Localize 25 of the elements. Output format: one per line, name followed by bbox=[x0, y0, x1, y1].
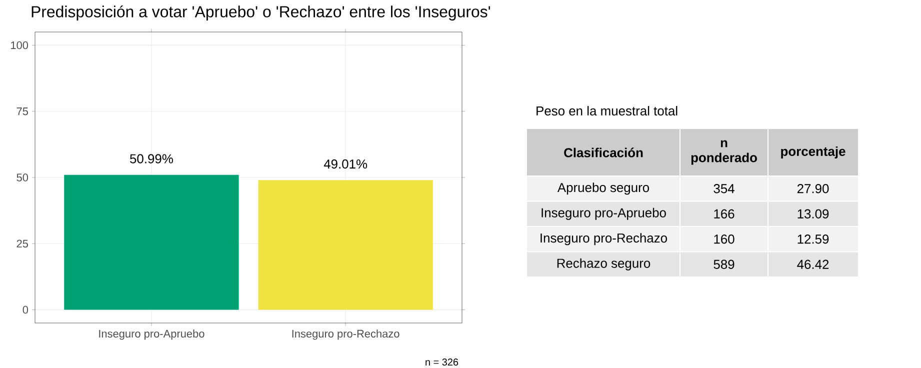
data-label: 166 bbox=[714, 209, 734, 218]
category-label: Inseguro pro-Rechazo bbox=[540, 233, 668, 246]
text: Peso en la muestral total bbox=[536, 106, 678, 116]
y-tick-label: 100 bbox=[11, 41, 28, 50]
category-label: Inseguro pro-Apruebo bbox=[542, 208, 666, 220]
category-label: Rechazo seguro bbox=[557, 258, 650, 270]
data-label: 12.59 bbox=[798, 234, 829, 244]
data-label: 13.09 bbox=[798, 209, 829, 218]
y-tick-label: 75 bbox=[16, 108, 28, 116]
category-label: Apruebo seguro bbox=[557, 182, 650, 195]
series-label: porcentaje bbox=[781, 146, 846, 159]
data-label: 160 bbox=[714, 234, 734, 244]
series-label: n ponderado bbox=[691, 140, 757, 165]
text: Clasificación bbox=[564, 148, 643, 158]
y-tick-label: 50 bbox=[16, 174, 28, 182]
chart-title: Predisposición a votar 'Apruebo' o 'Rechazo' entre los 'Inseguros' bbox=[32, 5, 490, 21]
y-tick-label: 25 bbox=[16, 240, 28, 248]
data-label: 27.90 bbox=[797, 184, 829, 194]
text: n = 326 bbox=[426, 358, 458, 366]
data-label: 49.01% bbox=[324, 159, 368, 169]
data-label: 46.42 bbox=[797, 260, 829, 269]
data-label: 354 bbox=[714, 184, 734, 194]
data-label: 589 bbox=[714, 260, 734, 269]
y-tick-label: 0 bbox=[22, 306, 28, 314]
data-label: 50.99% bbox=[130, 154, 173, 164]
